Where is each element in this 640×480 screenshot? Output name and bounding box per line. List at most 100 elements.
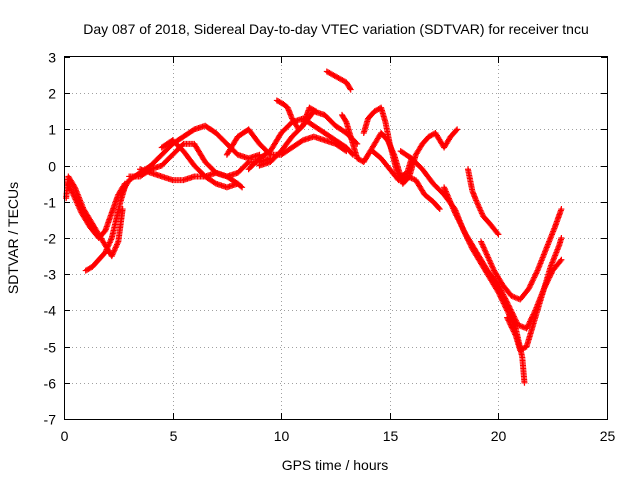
series-arc-c	[82, 184, 128, 274]
data-point	[511, 314, 518, 321]
data-point	[453, 213, 460, 220]
data-point	[513, 319, 520, 326]
data-point	[311, 107, 318, 114]
data-point	[512, 317, 519, 324]
data-point	[502, 295, 509, 302]
data-point	[506, 320, 513, 327]
series-arc-m	[339, 111, 415, 180]
data-point	[457, 220, 464, 227]
data-point	[504, 316, 511, 323]
data-point	[504, 314, 511, 321]
series-arc-b	[65, 180, 128, 241]
x-tick-labels: 0 5 10 15 20 25	[61, 428, 616, 444]
y-tick-label: 2	[48, 86, 56, 102]
series-arc-o	[369, 148, 443, 213]
data-point	[501, 294, 508, 301]
data-point	[454, 126, 461, 133]
data-point	[508, 324, 515, 331]
series-arc-t	[504, 235, 565, 354]
x-tick-label: 10	[274, 428, 290, 444]
y-tick-label: 3	[48, 50, 56, 66]
chart-title: Day 087 of 2018, Sidereal Day-to-day VTE…	[83, 21, 589, 37]
data-point	[234, 180, 241, 187]
data-point	[505, 317, 512, 324]
data-point	[451, 209, 458, 216]
y-tick-labels: -7 -6 -5 -4 -3 -2 -1 0 1 2 3	[44, 50, 57, 428]
data-point	[533, 270, 540, 277]
data-point	[346, 85, 353, 92]
data-point	[506, 305, 513, 312]
data-point	[512, 316, 519, 323]
data-point	[506, 318, 513, 325]
data-point	[508, 307, 515, 314]
data-point	[238, 183, 245, 190]
data-point	[436, 206, 443, 213]
data-point	[510, 327, 517, 334]
data-point	[499, 290, 506, 297]
data-point	[456, 217, 463, 224]
x-axis-label: GPS time / hours	[282, 457, 389, 473]
data-point	[507, 306, 514, 313]
data-point	[495, 231, 502, 238]
data-point	[453, 127, 460, 134]
data-point	[508, 309, 515, 316]
series-arc-r	[464, 166, 502, 238]
data-point	[460, 225, 467, 232]
data-point	[523, 325, 530, 332]
data-point	[509, 310, 516, 317]
data-point	[529, 278, 536, 285]
data-point	[312, 108, 319, 115]
data-point	[504, 301, 511, 308]
data-point	[527, 282, 534, 289]
y-tick-label: -2	[44, 231, 57, 247]
data-point	[342, 117, 349, 124]
data-point	[452, 211, 459, 218]
data-point	[557, 257, 564, 264]
data-point	[509, 325, 516, 332]
plot-frame	[64, 56, 608, 420]
data-point	[558, 256, 565, 263]
data-point	[500, 291, 507, 298]
data-point	[459, 224, 466, 231]
data-point	[524, 324, 531, 331]
y-tick-label: -1	[44, 195, 57, 211]
series-arc-f	[137, 166, 246, 191]
data-point	[526, 284, 533, 291]
data-point	[525, 285, 532, 292]
data-point	[532, 271, 539, 278]
series-arc-l	[323, 68, 354, 93]
data-point	[558, 206, 565, 213]
data-point	[504, 299, 511, 306]
data-point	[524, 322, 531, 329]
data-point	[461, 228, 468, 235]
data-point	[506, 303, 513, 310]
data-point	[510, 313, 517, 320]
data-point	[502, 296, 509, 303]
data-point	[458, 221, 465, 228]
y-tick-label: 0	[48, 159, 56, 175]
x-tick-label: 5	[170, 428, 178, 444]
data-point	[533, 268, 540, 275]
data-point	[347, 86, 354, 93]
data-point	[558, 235, 565, 241]
data-point	[531, 273, 538, 280]
series-arc-g	[158, 137, 241, 191]
data-point	[456, 219, 463, 226]
x-tick-label: 20	[491, 428, 507, 444]
data-points	[63, 68, 565, 386]
data-point	[454, 215, 461, 222]
data-point	[527, 281, 534, 288]
y-tick-label: -4	[44, 303, 57, 319]
y-tick-label: 1	[48, 122, 56, 138]
data-point	[510, 328, 517, 335]
data-point	[71, 182, 78, 189]
grid	[64, 57, 607, 419]
data-point	[458, 223, 465, 230]
data-point	[530, 275, 537, 282]
data-point	[498, 287, 505, 294]
y-tick-label: -3	[44, 267, 57, 283]
data-point	[505, 302, 512, 309]
data-point	[494, 230, 501, 237]
data-point	[453, 212, 460, 219]
